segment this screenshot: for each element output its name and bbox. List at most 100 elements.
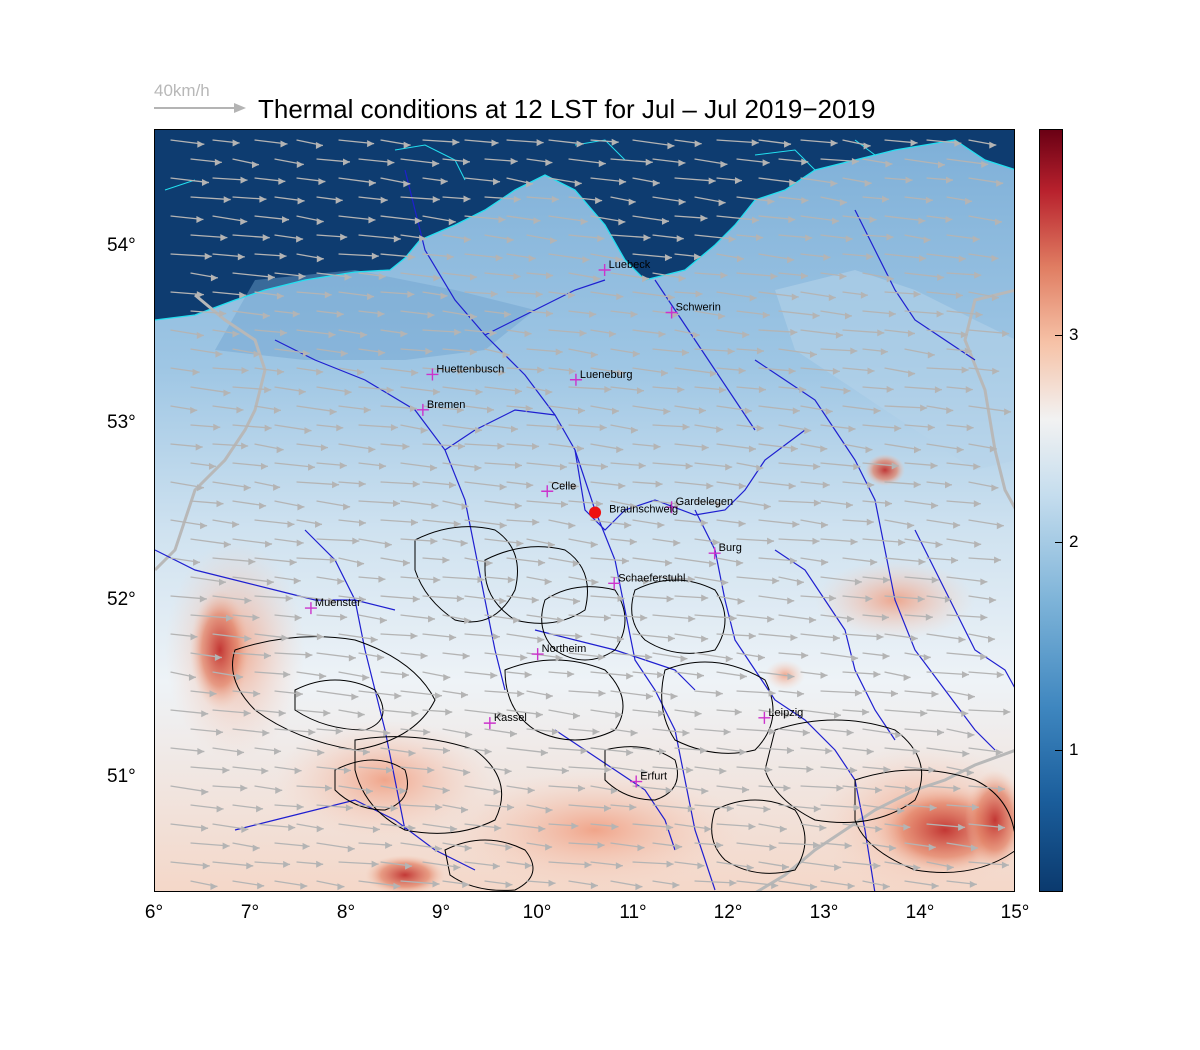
wind-arrow-head <box>296 235 304 243</box>
wind-arrow-head <box>347 845 355 853</box>
wind-arrow-head <box>891 462 899 470</box>
wind-arrow-head <box>626 749 634 757</box>
wind-arrow-head <box>513 195 521 203</box>
wind-arrow-head <box>966 424 974 432</box>
wind-arrow-head <box>866 253 874 261</box>
wind-arrow-head <box>931 690 939 698</box>
city-marker: Northeim <box>531 643 586 661</box>
wind-arrow-head <box>673 539 681 547</box>
city-cross-icon <box>541 485 554 498</box>
wind-arrow-head <box>477 576 485 584</box>
wind-arrow-head <box>725 463 733 471</box>
wind-arrow-head <box>1001 861 1009 869</box>
wind-arrow-head <box>551 728 559 736</box>
wind-arrow-head <box>213 423 221 431</box>
wind-arrow-head <box>316 218 324 226</box>
wind-arrow-head <box>937 161 945 169</box>
wind-arrow-head <box>433 576 441 584</box>
wind-arrow <box>652 804 695 810</box>
wind-arrow-head <box>222 766 230 774</box>
wind-arrow-head <box>953 521 961 529</box>
wind-arrow-head <box>678 198 686 206</box>
wind-arrow-head <box>572 712 580 720</box>
colorbar-tick-label: 3 <box>1069 325 1079 344</box>
wind-arrow-head <box>252 614 260 622</box>
wind-arrow-head <box>716 425 724 433</box>
wind-arrow-head <box>524 862 532 870</box>
wind-arrow-head <box>511 425 519 433</box>
wind-arrow-head <box>876 633 884 641</box>
wind-arrow-head <box>975 311 983 319</box>
wind-arrow-head <box>723 728 731 736</box>
wind-arrow-head <box>958 823 966 831</box>
wind-arrow-head <box>913 481 921 489</box>
wind-arrow-head <box>340 233 348 241</box>
wind-arrow-head <box>709 560 717 568</box>
wind-arrow-head <box>402 671 410 679</box>
city-cross-icon <box>708 547 721 560</box>
wind-arrow-head <box>216 728 224 736</box>
wind-arrow-head <box>783 784 791 792</box>
wind-arrow-head <box>544 578 552 586</box>
city-marker: Celle <box>541 480 576 498</box>
wind-arrow-head <box>262 234 270 242</box>
wind-arrow-head <box>434 692 442 700</box>
wind-arrow-head <box>465 731 473 739</box>
wind-arrow <box>590 671 634 677</box>
wind-arrow-head <box>945 176 953 184</box>
wind-arrow <box>190 614 234 619</box>
wind-arrow-head <box>712 538 720 546</box>
wind-arrow-head <box>946 863 954 871</box>
city-label: Burg <box>719 542 742 554</box>
wind-arrow-head <box>664 254 672 262</box>
y-tick-label: 51° <box>107 766 136 787</box>
wind-arrow-head <box>514 462 522 470</box>
wind-arrow-head <box>593 275 601 283</box>
wind-arrow-head <box>738 367 746 375</box>
y-tick-label: 52° <box>107 589 136 610</box>
wind-arrow-head <box>210 883 218 891</box>
wind-arrow-head <box>260 462 268 470</box>
wind-arrow-head <box>282 216 290 224</box>
wind-arrow-head <box>920 404 928 412</box>
colorbar <box>1039 129 1063 892</box>
wind-arrow-head <box>446 253 454 261</box>
wind-arrow-head <box>809 616 817 624</box>
wind-arrow <box>464 519 507 527</box>
wind-arrow-head <box>411 710 419 718</box>
wind-arrow-head <box>555 348 563 356</box>
wind-arrow-head <box>236 673 244 681</box>
wind-arrow-head <box>499 597 507 605</box>
wind-arrow-head <box>510 730 518 738</box>
country-border <box>755 749 1014 891</box>
wind-arrow-head <box>886 385 894 393</box>
wind-arrow-head <box>867 481 875 489</box>
wind-arrow-head <box>489 329 497 337</box>
wind-arrow-head <box>298 388 306 396</box>
wind-arrow-head <box>475 426 483 434</box>
wind-arrow-head <box>316 825 324 833</box>
wind-arrow-head <box>337 577 345 585</box>
wind-arrow <box>800 785 844 789</box>
city-cross-icon <box>598 264 611 277</box>
y-tick-label: 53° <box>107 412 136 433</box>
wind-arrow-head <box>770 272 778 280</box>
wind-arrow <box>548 861 592 866</box>
wind-arrow-head <box>295 690 303 698</box>
wind-arrow-head <box>845 235 853 243</box>
wind-arrow-head <box>931 576 939 584</box>
wind-arrow <box>632 633 676 640</box>
wind-arrow-head <box>223 541 231 549</box>
wind-arrow-head <box>288 824 296 832</box>
city-marker: Gardelegen <box>665 496 733 514</box>
wind-arrow-head <box>289 558 297 566</box>
wind-arrow-head <box>411 369 419 377</box>
wind-arrow-head <box>485 559 493 567</box>
wind-arrow-head <box>961 710 969 718</box>
wind-arrow-head <box>598 653 606 661</box>
city-cross-icon <box>665 501 678 514</box>
wind-arrow-head <box>403 180 411 188</box>
wind-arrow-head <box>328 331 336 339</box>
wind-arrow-head <box>363 406 371 414</box>
wind-arrow-head <box>763 503 771 511</box>
